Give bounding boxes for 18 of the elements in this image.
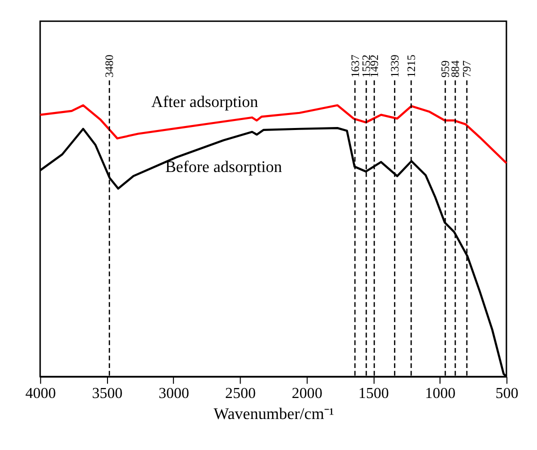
- series-label: Before adsorption: [165, 158, 282, 176]
- ref-line-label: 1637: [350, 54, 362, 78]
- ref-line-label: 797: [462, 60, 474, 78]
- x-tick-label: 4000: [25, 385, 56, 402]
- series-label: After adsorption: [151, 93, 258, 112]
- x-tick-label: 1500: [358, 385, 390, 402]
- x-tick-label: 3500: [92, 385, 123, 402]
- ref-line-label: 1339: [389, 54, 402, 78]
- x-tick-label: 2000: [292, 385, 323, 402]
- ref-line-label: 959: [440, 60, 452, 78]
- x-tick-label: 3000: [158, 385, 190, 402]
- ref-line-label: 3480: [104, 54, 116, 78]
- x-tick-label: 2500: [225, 385, 256, 402]
- ref-line-label: 884: [450, 60, 462, 78]
- ref-line-label: 1215: [406, 54, 418, 78]
- x-axis-title: Wavenumber/cm⁻¹: [214, 405, 334, 424]
- x-tick-label: 1000: [425, 385, 456, 402]
- x-tick-label: 500: [495, 385, 519, 402]
